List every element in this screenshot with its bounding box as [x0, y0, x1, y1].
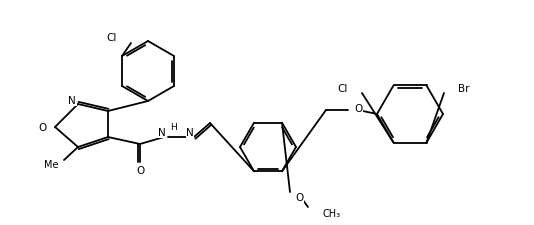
Text: O: O: [39, 122, 47, 132]
Text: CH₃: CH₃: [322, 208, 340, 218]
Text: N: N: [158, 127, 166, 137]
Text: N: N: [186, 127, 194, 137]
Text: Br: Br: [458, 84, 469, 94]
Text: H: H: [170, 123, 177, 132]
Text: O: O: [295, 192, 303, 202]
Text: O: O: [136, 165, 144, 175]
Text: Me: Me: [43, 159, 58, 169]
Text: O: O: [354, 104, 362, 113]
Text: Cl: Cl: [337, 84, 348, 94]
Text: N: N: [68, 96, 76, 106]
Text: Cl: Cl: [107, 33, 117, 43]
